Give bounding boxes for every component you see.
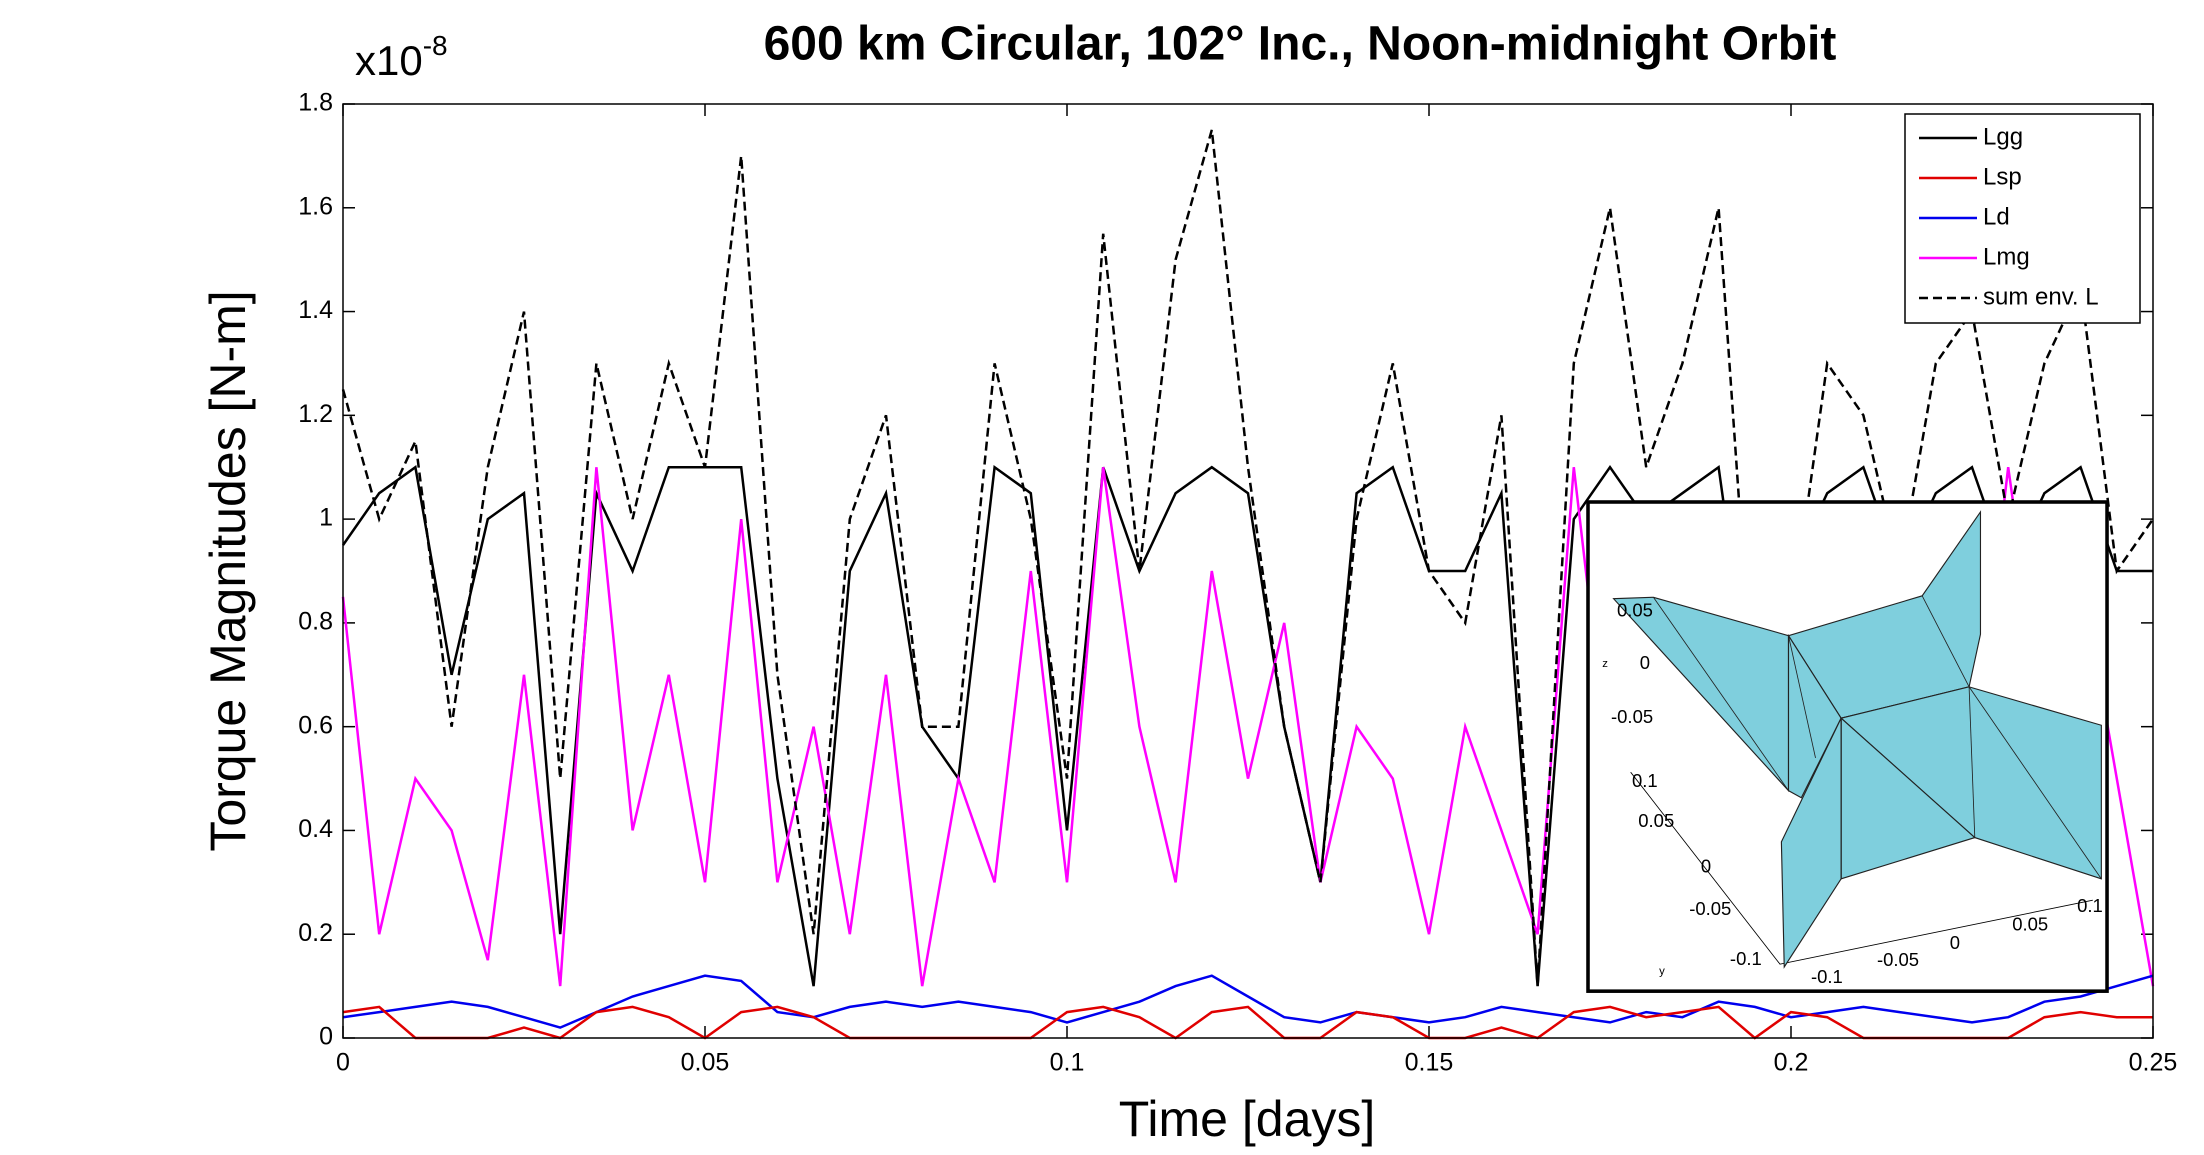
inset-x-tick: 0 xyxy=(1950,932,1960,953)
inset-panel xyxy=(1839,686,2102,880)
legend-label: sum env. L xyxy=(1983,283,2099,310)
y-tick-label: 0 xyxy=(319,1023,333,1051)
inset-z-tick: 0 xyxy=(1640,652,1650,673)
plot-frame xyxy=(342,103,2154,1039)
y-tick-label: 1.2 xyxy=(298,400,333,428)
y-multiplier-exponent: -8 xyxy=(423,30,448,61)
inset-z-tick: 0.05 xyxy=(1617,599,1653,620)
inset-x-tick: -0.1 xyxy=(1811,966,1843,987)
y-tick-label: 0.6 xyxy=(298,711,333,739)
inset-edge xyxy=(1653,597,1789,791)
series-line xyxy=(341,129,2155,987)
inset-y-tick: 0.1 xyxy=(1632,770,1658,791)
inset-x-tick: -0.05 xyxy=(1877,949,1919,970)
inset-y-label: y xyxy=(1659,965,1665,977)
inset-edge xyxy=(1788,635,1816,759)
legend-label: Lsp xyxy=(1983,163,2022,190)
inset-panel xyxy=(1787,633,1842,799)
inset-z-label: z xyxy=(1602,658,1608,670)
x-tick-label: 0.2 xyxy=(1774,1049,1809,1077)
inset-x-tick: 0.1 xyxy=(2077,895,2103,916)
inset-edge xyxy=(1968,686,1976,838)
y-tick-label: 1 xyxy=(319,504,333,532)
y-tick-label: 0.2 xyxy=(298,919,333,947)
y-tick-label: 1.6 xyxy=(298,192,333,220)
inset-z-tick: -0.05 xyxy=(1611,706,1653,727)
inset-edge xyxy=(1921,595,1970,688)
x-tick-label: 0.15 xyxy=(1405,1049,1454,1077)
inset-edge xyxy=(1968,686,2102,880)
inset-y-tick: 0.05 xyxy=(1638,810,1674,831)
legend-label: Lmg xyxy=(1983,243,2030,270)
legend-label: Ld xyxy=(1983,203,2010,230)
y-multiplier: x10-8 xyxy=(355,30,448,84)
x-axis-label: Time [days] xyxy=(1119,1091,1376,1147)
y-tick-label: 1.8 xyxy=(298,89,333,117)
y-tick-label: 1.4 xyxy=(298,296,333,324)
series-line xyxy=(342,974,2154,1029)
x-tick-label: 0.05 xyxy=(681,1049,730,1077)
inset-axis xyxy=(1630,771,2093,965)
x-tick-label: 0.25 xyxy=(2129,1049,2178,1077)
x-tick-label: 0 xyxy=(336,1049,350,1077)
y-tick-label: 0.8 xyxy=(298,607,333,635)
inset-y-tick: -0.1 xyxy=(1730,948,1762,969)
legend-label: Lgg xyxy=(1983,123,2023,150)
y-axis-label: Torque Magnitudes [N-m] xyxy=(200,290,256,851)
chart-title: 600 km Circular, 102° Inc., Noon-midnigh… xyxy=(764,18,1837,71)
inset-x-tick: 0.05 xyxy=(2012,914,2048,935)
x-tick-label: 0.1 xyxy=(1050,1049,1085,1077)
inset-y-tick: -0.05 xyxy=(1689,898,1731,919)
y-multiplier-base: x10 xyxy=(355,37,423,84)
inset-y-tick: 0 xyxy=(1701,855,1711,876)
inset: 0.05 0 -0.05 0.1 0.05 0 -0.05 -0.1 -0.1 -0.05 0 0.0… xyxy=(1586,500,2109,993)
y-tick-label: 0.4 xyxy=(298,815,333,843)
series-line xyxy=(341,464,2153,987)
series-line xyxy=(342,1005,2153,1040)
